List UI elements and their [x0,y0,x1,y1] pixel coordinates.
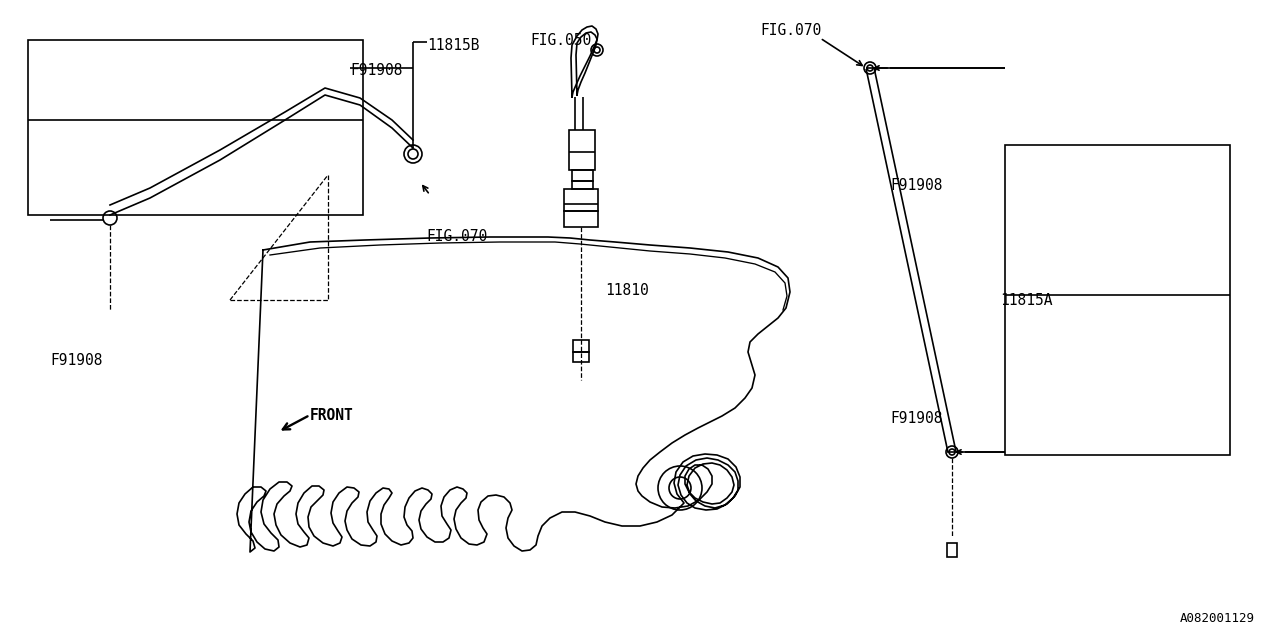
Bar [947,543,957,557]
Bar [572,170,593,181]
Bar [573,352,589,362]
Text: FIG.070: FIG.070 [760,22,822,38]
Bar [28,40,364,215]
Text: 11815B: 11815B [428,38,480,52]
Text: F91908: F91908 [890,177,942,193]
Text: FIG.050: FIG.050 [530,33,591,47]
Bar [564,189,598,211]
Bar [572,181,593,189]
Bar [573,340,589,352]
Text: FRONT: FRONT [310,408,353,422]
Text: A082001129: A082001129 [1180,612,1254,625]
Bar [570,130,595,170]
Text: F91908: F91908 [890,410,942,426]
Text: 11810: 11810 [605,282,649,298]
Text: F91908: F91908 [50,353,102,367]
Text: 11815A: 11815A [1000,292,1052,307]
Text: F91908: F91908 [349,63,402,77]
Bar [1005,145,1230,455]
Bar [564,211,598,227]
Text: FIG.070: FIG.070 [426,228,488,243]
